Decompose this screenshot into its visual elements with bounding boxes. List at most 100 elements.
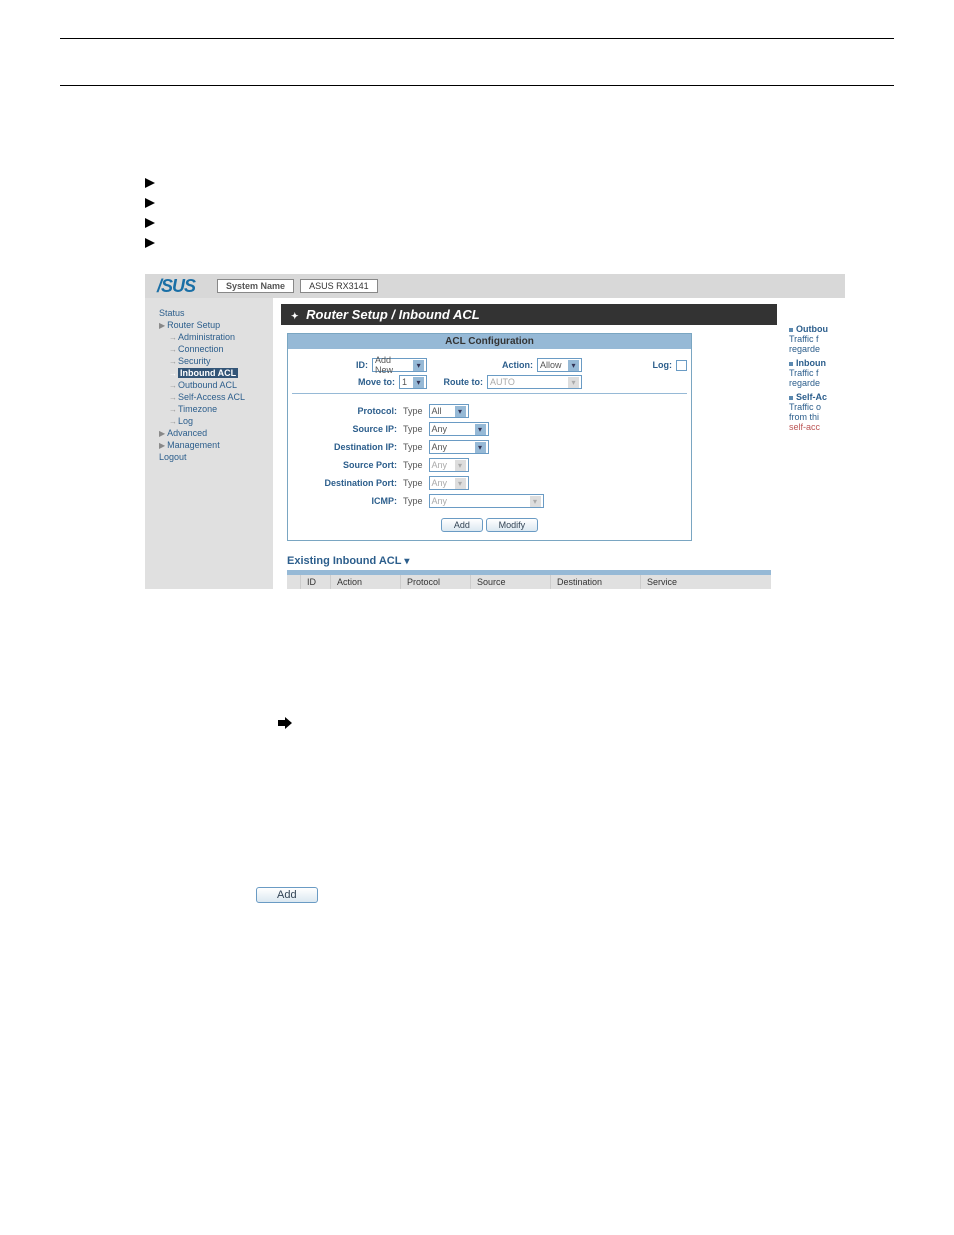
- bullet-arrow-icon: [145, 178, 155, 188]
- bullet-arrow-icon: [145, 218, 155, 228]
- chevron-down-icon: ▾: [413, 360, 424, 371]
- help-text: Traffic f: [789, 368, 819, 378]
- step-arrow-row: [278, 714, 894, 732]
- select-value: Any: [432, 460, 448, 470]
- sidebar-item-management[interactable]: ▶Management: [159, 440, 267, 450]
- dest-port-label: Destination Port:: [292, 478, 397, 488]
- subarrow-icon: →: [169, 393, 177, 402]
- sidebar-item-label: Management: [167, 440, 220, 450]
- type-sublabel: Type: [403, 478, 423, 488]
- chevron-down-icon: ▾: [530, 496, 541, 507]
- chevron-down-icon: ▾: [568, 377, 579, 388]
- bullet-item: [145, 216, 894, 230]
- type-sublabel: Type: [403, 496, 423, 506]
- source-ip-select[interactable]: Any ▾: [429, 422, 489, 436]
- sidebar-item-timezone[interactable]: →Timezone: [169, 404, 267, 414]
- modify-button[interactable]: Modify: [486, 518, 539, 532]
- log-checkbox[interactable]: [676, 360, 687, 371]
- moveto-select[interactable]: 1▾: [399, 375, 427, 389]
- sidebar-item-label: Outbound ACL: [178, 380, 237, 390]
- sidebar-item-inbound-acl[interactable]: →Inbound ACL: [169, 368, 267, 378]
- bullet-item: [145, 176, 894, 190]
- caret-icon: ▶: [159, 441, 165, 450]
- sidebar-item-security[interactable]: →Security: [169, 356, 267, 366]
- action-select-value: Allow: [540, 360, 562, 370]
- icmp-label: ICMP:: [292, 496, 397, 506]
- col-action: Action: [331, 575, 401, 589]
- moveto-label: Move to:: [358, 377, 395, 387]
- id-label: ID:: [356, 360, 368, 370]
- chevron-down-icon: ▾: [475, 424, 486, 435]
- dest-ip-select[interactable]: Any▾: [429, 440, 489, 454]
- col-service: Service: [641, 575, 771, 589]
- topbar: /SUS System Name ASUS RX3141: [145, 274, 845, 298]
- bullet-list: [145, 176, 894, 250]
- bullet-item: [145, 236, 894, 250]
- routeto-select[interactable]: AUTO ▾: [487, 375, 582, 389]
- type-sublabel: Type: [403, 460, 423, 470]
- sidebar-item-log[interactable]: →Log: [169, 416, 267, 426]
- sidebar-item-label: Inbound ACL: [178, 368, 238, 378]
- sidebar-item-connection[interactable]: →Connection: [169, 344, 267, 354]
- source-ip-label: Source IP:: [292, 424, 397, 434]
- existing-acl-table-header: ID Action Protocol Source Destination Se…: [287, 575, 771, 589]
- sidebar-item-label: Self-Access ACL: [178, 392, 245, 402]
- sidebar-item-label: Timezone: [178, 404, 217, 414]
- sidebar-item-administration[interactable]: →Administration: [169, 332, 267, 342]
- subarrow-icon: →: [169, 333, 177, 342]
- sidebar-item-label: Connection: [178, 344, 224, 354]
- id-select[interactable]: Add New▾: [372, 358, 427, 372]
- sidebar-item-advanced[interactable]: ▶Advanced: [159, 428, 267, 438]
- id-select-value: Add New: [375, 355, 410, 375]
- bolt-icon: ✦: [291, 311, 299, 321]
- protocol-select[interactable]: All▾: [429, 404, 469, 418]
- dest-port-row: Destination Port: Type Any▾: [292, 476, 687, 490]
- help-item-inbound: Inboun: [789, 358, 826, 368]
- step-arrow-icon: [278, 717, 292, 729]
- source-port-row: Source Port: Type Any▾: [292, 458, 687, 472]
- sidebar-item-logout[interactable]: Logout: [159, 452, 267, 462]
- sidebar-item-self-access-acl[interactable]: →Self-Access ACL: [169, 392, 267, 402]
- help-item-outbound: Outbou: [789, 324, 828, 334]
- col-source: Source: [471, 575, 551, 589]
- sidebar-item-status[interactable]: Status: [159, 308, 267, 318]
- action-select[interactable]: Allow▾: [537, 358, 582, 372]
- sidebar-item-label: Router Setup: [167, 320, 220, 330]
- sidebar-item-label: Log: [178, 416, 193, 426]
- select-value: Any: [432, 424, 448, 434]
- type-sublabel: Type: [403, 406, 423, 416]
- subarrow-icon: →: [169, 381, 177, 390]
- chevron-down-icon: ▾: [404, 556, 409, 567]
- sidebar-item-outbound-acl[interactable]: →Outbound ACL: [169, 380, 267, 390]
- source-port-select[interactable]: Any▾: [429, 458, 469, 472]
- chevron-down-icon: ▾: [413, 377, 424, 388]
- select-value: Any: [432, 478, 448, 488]
- routeto-select-value: AUTO: [490, 377, 515, 387]
- acl-config-title: ACL Configuration: [288, 334, 691, 349]
- bullet-item: [145, 196, 894, 210]
- router-screenshot: /SUS System Name ASUS RX3141 Status ▶Rou…: [145, 274, 845, 589]
- help-text: regarde: [789, 378, 820, 388]
- protocol-row: Protocol: Type All▾: [292, 404, 687, 418]
- icmp-select[interactable]: Any▾: [429, 494, 544, 508]
- section-title: ✦ Router Setup / Inbound ACL: [281, 304, 777, 325]
- type-sublabel: Type: [403, 424, 423, 434]
- sidebar-item-label: Administration: [178, 332, 235, 342]
- existing-acl-title[interactable]: Existing Inbound ACL ▾: [287, 555, 771, 567]
- subarrow-icon: →: [169, 345, 177, 354]
- caret-icon: ▶: [159, 429, 165, 438]
- subarrow-icon: →: [169, 357, 177, 366]
- caret-icon: ▶: [159, 321, 165, 330]
- section-title-text: Router Setup / Inbound ACL: [306, 307, 480, 322]
- asus-logo: /SUS: [151, 276, 211, 297]
- sidebar-item-router-setup[interactable]: ▶Router Setup: [159, 320, 267, 330]
- help-text: from thi: [789, 412, 819, 422]
- help-item-selfaccess: Self-Ac: [789, 392, 827, 402]
- subarrow-icon: →: [169, 369, 177, 378]
- add-button[interactable]: Add: [441, 518, 483, 532]
- help-text: self-acc: [789, 422, 820, 432]
- dest-port-select[interactable]: Any▾: [429, 476, 469, 490]
- system-name-label: System Name: [217, 279, 294, 293]
- main-content: ✦ Router Setup / Inbound ACL ACL Configu…: [273, 298, 845, 589]
- bullet-arrow-icon: [145, 198, 155, 208]
